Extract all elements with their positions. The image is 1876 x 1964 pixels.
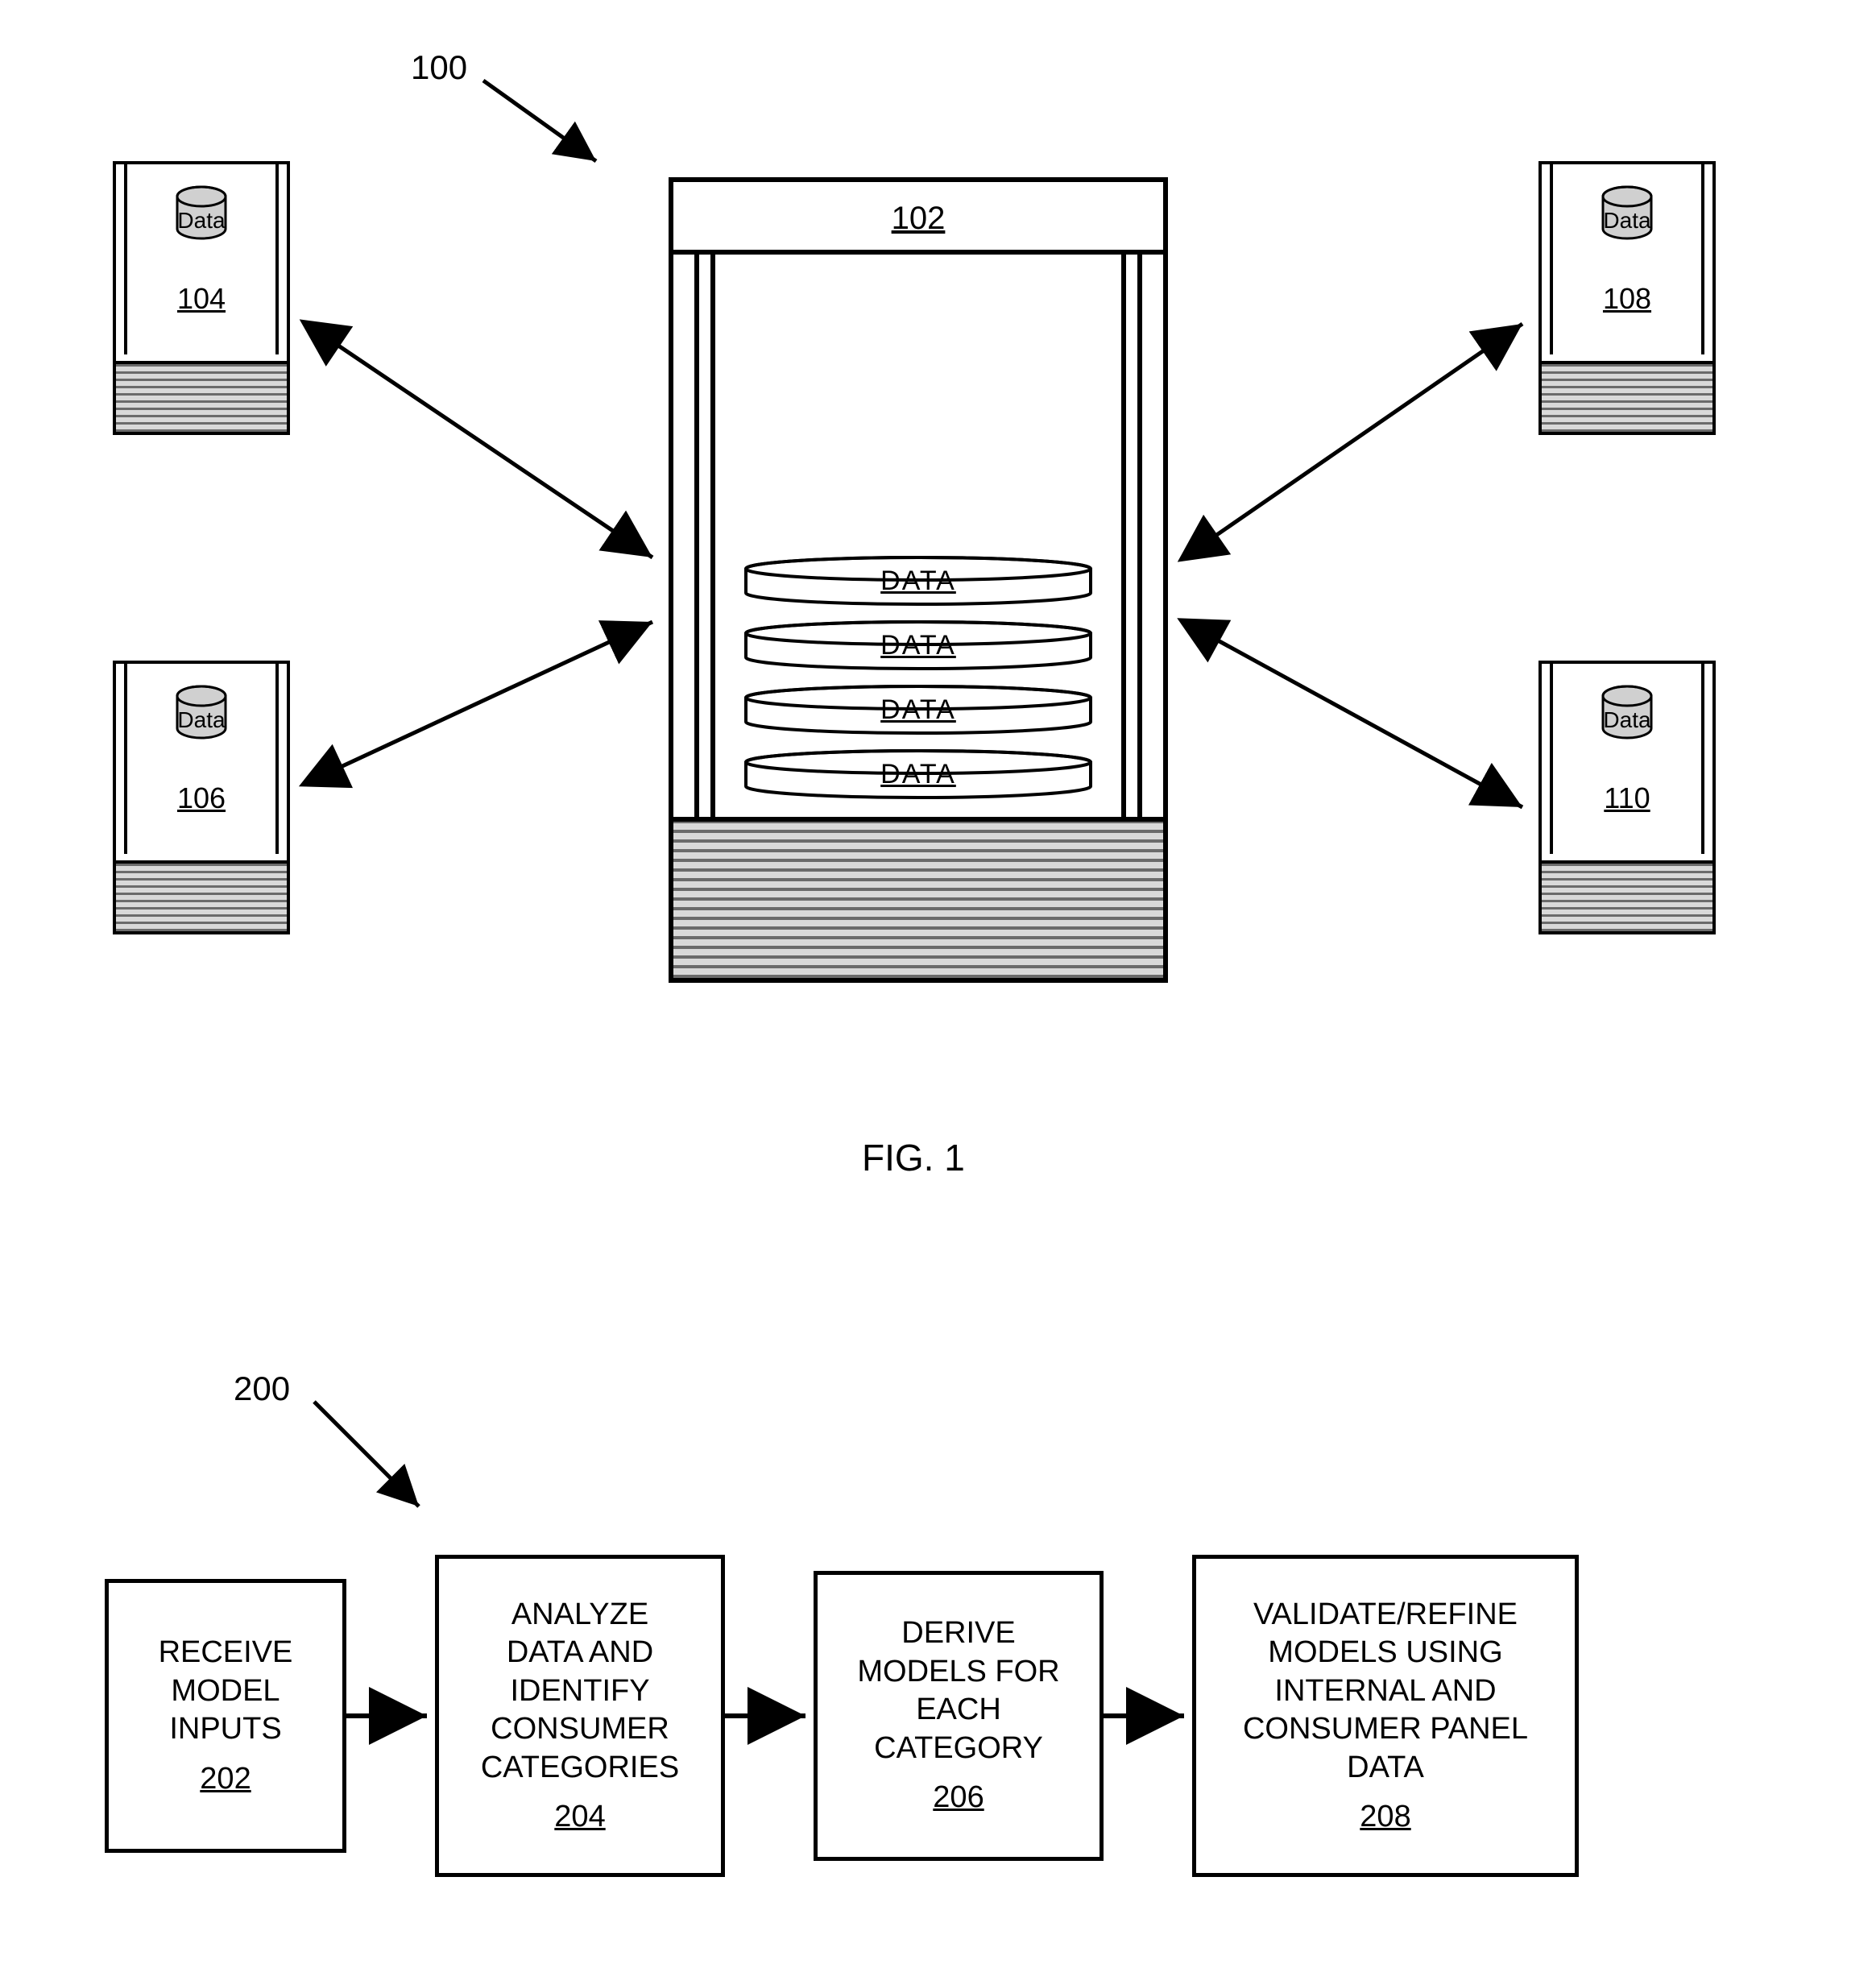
flowchart: RECEIVEMODELINPUTS 202 ANALYZEDATA ANDID… [105, 1555, 1579, 1877]
figure-1-caption: FIG. 1 [862, 1136, 965, 1179]
node-ref-label: 104 [113, 282, 290, 316]
disc-label: DATA [741, 556, 1095, 606]
flow-step-202: RECEIVEMODELINPUTS 202 [105, 1579, 346, 1853]
client-node-108: Data 108 [1538, 161, 1716, 435]
step-text: DERIVEMODELS FOREACHCATEGORY [857, 1614, 1059, 1767]
client-node-110: Data 110 [1538, 661, 1716, 934]
server-disc: DATA [741, 749, 1095, 799]
central-server: 102 DATA DATA DATA DATA [669, 177, 1168, 983]
disc-label: DATA [741, 749, 1095, 799]
figure-2-ref-label: 200 [234, 1369, 290, 1408]
node-data-label: Data [1538, 208, 1716, 234]
figure-1: 100 102 DATA DATA [32, 32, 1844, 1200]
flow-step-206: DERIVEMODELS FOREACHCATEGORY 206 [814, 1571, 1104, 1861]
step-ref-label: 204 [554, 1798, 605, 1837]
flow-arrow [346, 1700, 435, 1732]
flow-step-208: VALIDATE/REFINEMODELS USINGINTERNAL ANDC… [1192, 1555, 1579, 1877]
step-text: RECEIVEMODELINPUTS [159, 1634, 293, 1749]
figure-2: 200 RECEIVEMODELINPUTS 202 ANALYZEDATA A… [32, 1353, 1844, 1917]
node-ref-label: 106 [113, 781, 290, 815]
client-node-106: Data 106 [113, 661, 290, 934]
step-ref-label: 206 [933, 1779, 984, 1817]
node-data-label: Data [1538, 707, 1716, 733]
node-data-label: Data [113, 707, 290, 733]
server-disc: DATA [741, 685, 1095, 735]
node-data-label: Data [113, 208, 290, 234]
server-disc-stack: DATA DATA DATA DATA [741, 556, 1095, 799]
disc-label: DATA [741, 685, 1095, 735]
server-ref-label: 102 [673, 182, 1163, 255]
client-node-104: Data 104 [113, 161, 290, 435]
flow-arrow [1104, 1700, 1192, 1732]
step-ref-label: 202 [200, 1760, 251, 1799]
flow-step-204: ANALYZEDATA ANDIDENTIFYCONSUMERCATEGORIE… [435, 1555, 725, 1877]
page: 100 102 DATA DATA [32, 32, 1844, 1932]
server-disc: DATA [741, 620, 1095, 670]
step-text: ANALYZEDATA ANDIDENTIFYCONSUMERCATEGORIE… [481, 1596, 679, 1788]
step-text: VALIDATE/REFINEMODELS USINGINTERNAL ANDC… [1243, 1596, 1528, 1788]
step-ref-label: 208 [1360, 1798, 1410, 1837]
figure-2-ref-arrow [32, 1353, 33, 1354]
flow-arrow [725, 1700, 814, 1732]
double-arrow [32, 32, 33, 47]
figure-1-ref-label: 100 [411, 48, 467, 87]
node-ref-label: 108 [1538, 282, 1716, 316]
disc-label: DATA [741, 620, 1095, 670]
node-ref-label: 110 [1538, 781, 1716, 815]
server-disc: DATA [741, 556, 1095, 606]
